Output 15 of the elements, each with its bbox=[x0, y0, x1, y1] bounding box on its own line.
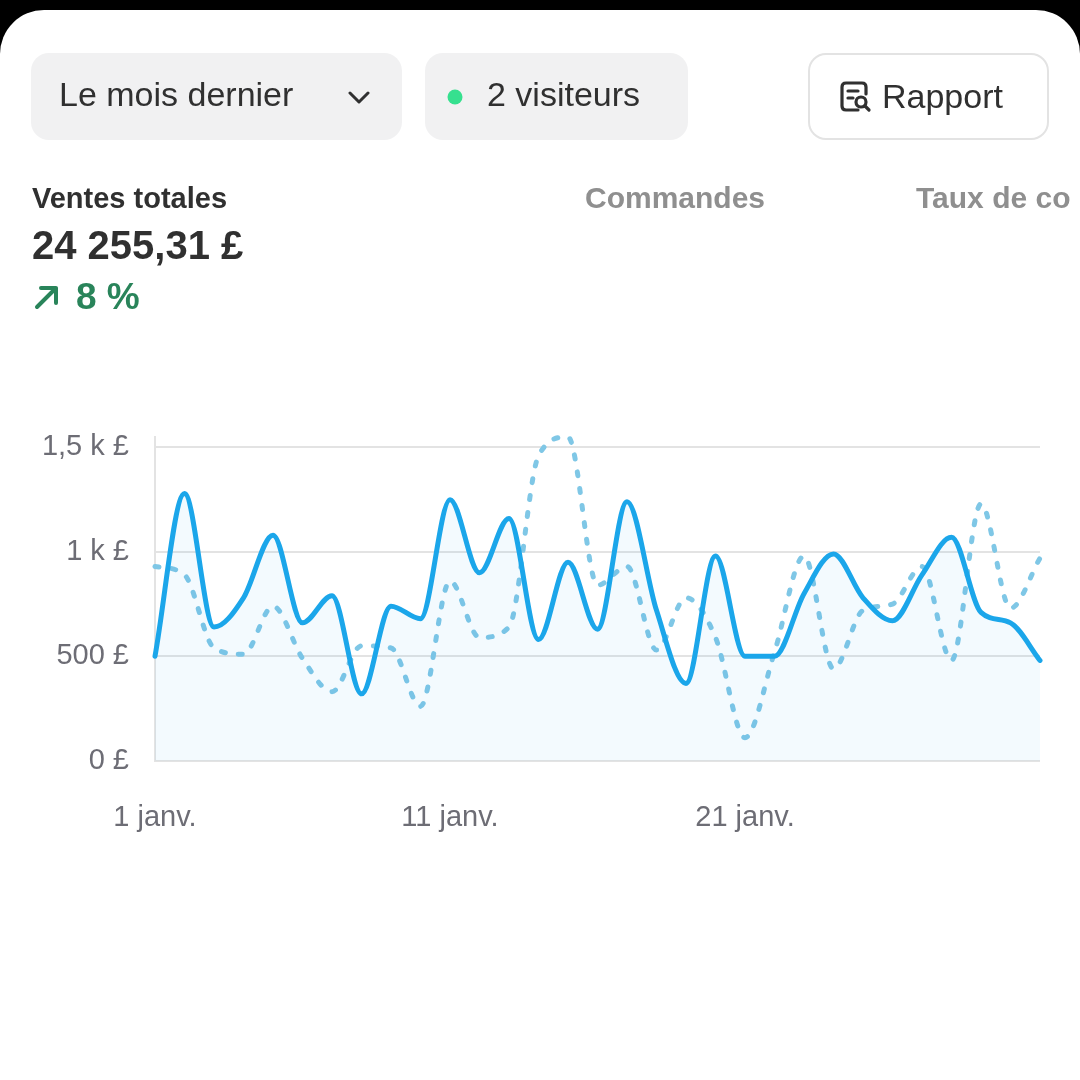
y-tick-label: 500 £ bbox=[56, 638, 129, 671]
chart-title: Ventes totales bbox=[32, 181, 228, 216]
x-tick-label: 1 janv. bbox=[113, 800, 197, 833]
y-tick-label: 1,5 k £ bbox=[41, 429, 129, 462]
visitors-pill: 2 visiteurs bbox=[425, 53, 688, 140]
period-dropdown: Le mois dernier bbox=[31, 53, 402, 140]
text: Taux de co bbox=[916, 180, 1071, 216]
text: Commandes bbox=[585, 180, 766, 216]
y-tick-label: 0 £ bbox=[88, 742, 129, 775]
report-button: Rapport bbox=[808, 53, 1049, 140]
y-tick-label: 1 k £ bbox=[66, 533, 129, 566]
x-tick-label: 11 janv. bbox=[401, 800, 499, 833]
text: 8 % bbox=[76, 275, 140, 319]
x-tick-label: 21 janv. bbox=[695, 800, 795, 833]
chart-subtitle: 24 255,31 £ bbox=[32, 222, 244, 269]
